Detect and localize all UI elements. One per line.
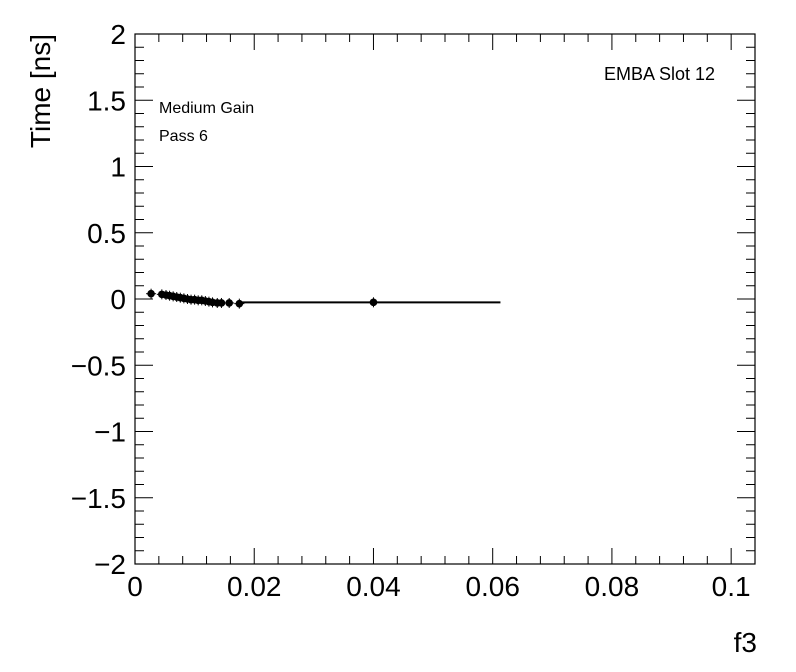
x-tick-label: 0.08 — [585, 571, 640, 602]
y-tick-label: 2 — [110, 19, 126, 50]
x-tick-labels: 0 0.02 0.04 0.06 0.08 0.1 — [127, 571, 750, 602]
major-ticks — [134, 33, 755, 565]
data-point — [369, 298, 378, 307]
y-axis-title: Time [ns] — [25, 34, 56, 148]
y-tick-label: 0.5 — [87, 218, 126, 249]
y-tick-label: −1.5 — [71, 483, 126, 514]
annotation-pass: Pass 6 — [159, 128, 208, 145]
data-point — [235, 299, 244, 308]
annotation-gain: Medium Gain — [159, 100, 254, 117]
x-tick-label: 0.04 — [346, 571, 401, 602]
data-point — [225, 299, 233, 307]
y-tick-label: 1.5 — [87, 85, 126, 116]
x-tick-label: 0.02 — [227, 571, 282, 602]
data-point — [147, 289, 155, 298]
y-tick-label: 0 — [110, 284, 126, 315]
x-tick-label: 0.06 — [465, 571, 520, 602]
annotation-slot: EMBA Slot 12 — [604, 64, 715, 84]
y-tick-labels: −2 −1.5 −1 −0.5 0 0.5 1 1.5 2 — [71, 19, 126, 580]
x-axis-title: f3 — [734, 627, 757, 658]
x-tick-label: 0.1 — [712, 571, 751, 602]
y-tick-label: −0.5 — [71, 350, 126, 381]
y-tick-label: −2 — [94, 549, 126, 580]
x-tick-label: 0 — [127, 571, 143, 602]
data-point — [217, 299, 226, 307]
y-tick-label: −1 — [94, 417, 126, 448]
minor-ticks — [135, 34, 756, 564]
y-tick-label: 1 — [110, 152, 126, 183]
data-points-layer — [146, 288, 379, 309]
